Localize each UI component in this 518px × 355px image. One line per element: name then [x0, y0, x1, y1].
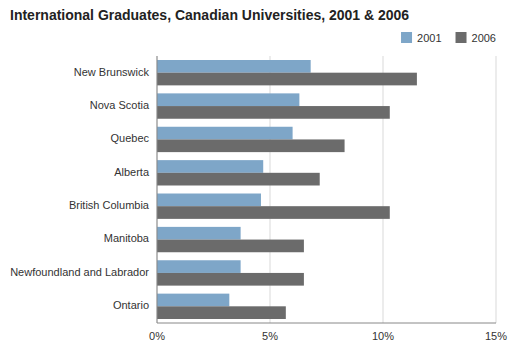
legend-swatch [401, 32, 412, 43]
bars [157, 60, 417, 319]
bar [157, 273, 304, 286]
bar [157, 260, 241, 273]
bar [157, 240, 304, 253]
bar [157, 139, 345, 152]
category-label: British Columbia [69, 199, 150, 211]
legend-label: 2006 [472, 32, 496, 44]
y-axis-line [157, 56, 158, 323]
grid-line [496, 56, 497, 323]
category-label: Quebec [110, 132, 149, 144]
bar [157, 194, 261, 207]
bar [157, 294, 229, 307]
background [0, 0, 518, 355]
category-label: New Brunswick [74, 66, 150, 78]
tick-label: 0% [149, 330, 165, 342]
bar [157, 106, 390, 119]
category-label: Alberta [114, 166, 150, 178]
title: International Graduates, Canadian Univer… [10, 7, 409, 23]
bar [157, 73, 417, 86]
tick-label: 5% [262, 330, 278, 342]
category-label: Ontario [113, 299, 149, 311]
bar [157, 173, 320, 186]
legend-label: 2001 [417, 32, 441, 44]
x-axis-line [157, 323, 496, 324]
grid-line [383, 56, 384, 323]
bar [157, 160, 263, 173]
tick-label: 10% [372, 330, 394, 342]
bar [157, 227, 241, 240]
grid-line [157, 56, 158, 323]
legend: 2001 2006 [401, 32, 496, 44]
legend-swatch [456, 32, 467, 43]
category-label: Nova Scotia [90, 99, 150, 111]
chart: International Graduates, Canadian Univer… [0, 0, 518, 355]
category-label: Newfoundland and Labrador [10, 266, 149, 278]
bar [157, 60, 311, 73]
bar [157, 306, 286, 319]
bar [157, 127, 293, 140]
bar [157, 206, 390, 219]
bar [157, 93, 299, 106]
x-axis-labels: 0% 5% 10% 15% [149, 330, 507, 342]
grid [157, 56, 496, 323]
tick-label: 15% [485, 330, 507, 342]
y-axis-labels: New Brunswick Nova Scotia Quebec Alberta Bri… [10, 66, 150, 312]
category-label: Manitoba [104, 232, 150, 244]
